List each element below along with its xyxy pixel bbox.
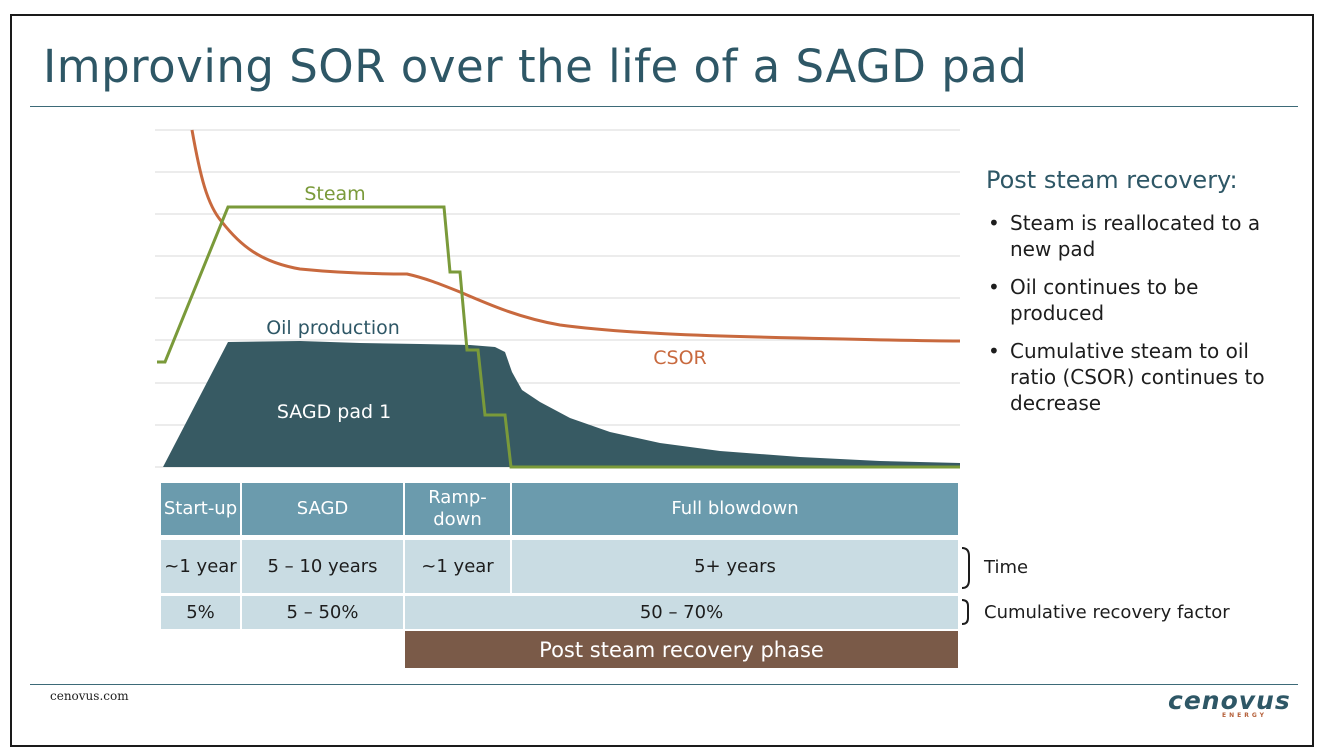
recovery-startup: 5% <box>161 596 240 629</box>
time-brace <box>961 547 970 589</box>
csor-series-label: CSOR <box>653 347 706 369</box>
time-full-blowdown: 5+ years <box>512 540 958 593</box>
recovery-sagd: 5 – 50% <box>242 596 403 629</box>
footer-divider <box>30 684 1298 685</box>
time-rampdown: ~1 year <box>405 540 510 593</box>
recovery-row-label: Cumulative recovery factor <box>984 602 1230 623</box>
post-steam-heading: Post steam recovery: <box>986 166 1238 194</box>
oil-production-area <box>163 341 960 467</box>
post-steam-panel: Post steam recovery: Steam is reallocate… <box>986 166 1286 428</box>
csor-line <box>190 129 961 343</box>
slide-title: Improving SOR over the life of a SAGD pa… <box>43 40 1028 93</box>
title-divider <box>30 106 1298 107</box>
post-steam-phase-bar: Post steam recovery phase <box>405 631 958 668</box>
bullet-item: Cumulative steam to oil ratio (CSOR) con… <box>986 338 1286 416</box>
phase-rampdown: Ramp-down <box>405 483 510 535</box>
time-row-label: Time <box>984 557 1029 578</box>
phase-full-blowdown: Full blowdown <box>512 483 958 535</box>
bullet-list: Steam is reallocated to a new pad Oil co… <box>986 210 1286 416</box>
cenovus-logo: cenovus <box>1168 686 1291 715</box>
oil-production-series-label: Oil production <box>266 317 400 339</box>
phase-sagd: SAGD <box>242 483 403 535</box>
steam-series-label: Steam <box>304 183 365 205</box>
cenovus-logo-subtext: ENERGY <box>1222 712 1267 719</box>
bullet-item: Oil continues to be produced <box>986 274 1286 326</box>
time-sagd: 5 – 10 years <box>242 540 403 593</box>
recovery-post-steam: 50 – 70% <box>405 596 958 629</box>
footer-url: cenovus.com <box>50 689 129 703</box>
steam-line <box>157 205 960 469</box>
phase-startup: Start-up <box>161 483 240 535</box>
sagd-pad-label: SAGD pad 1 <box>277 401 391 423</box>
time-startup: ~1 year <box>161 540 240 593</box>
bullet-item: Steam is reallocated to a new pad <box>986 210 1286 262</box>
recovery-brace <box>961 599 969 625</box>
